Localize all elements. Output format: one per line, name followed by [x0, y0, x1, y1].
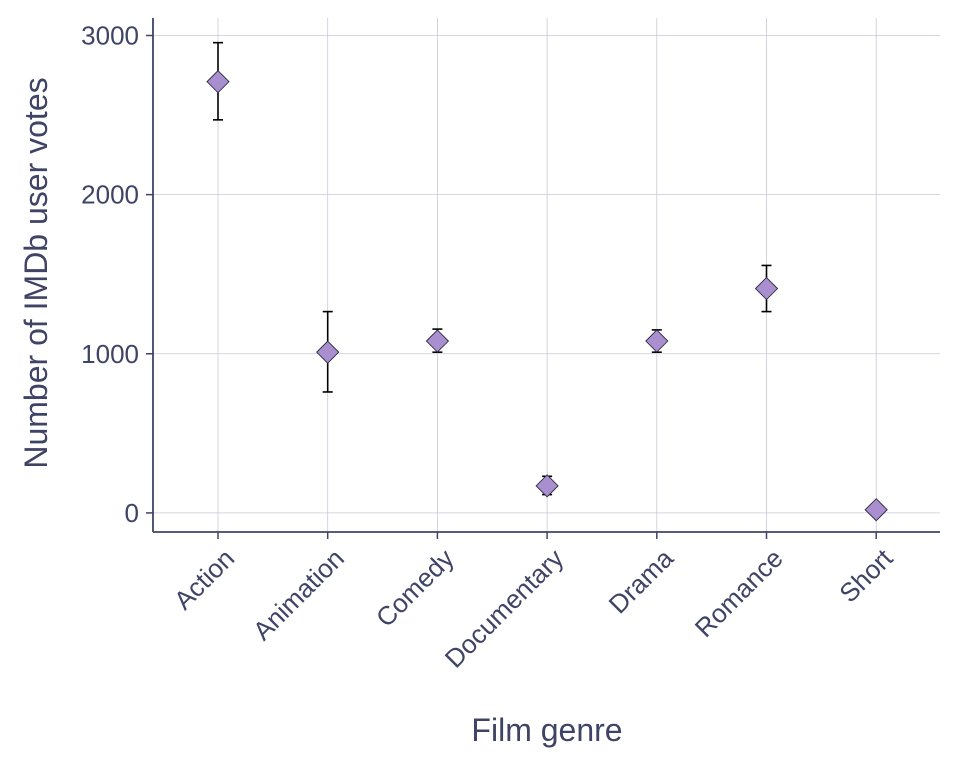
x-tick-label: Short	[833, 542, 899, 608]
x-tick-label: Documentary	[439, 543, 570, 674]
data-point-action	[206, 70, 230, 94]
y-tick-label: 1000	[81, 339, 139, 369]
axes	[146, 18, 940, 539]
data-point-comedy	[425, 329, 450, 353]
y-tick-label: 3000	[81, 21, 139, 51]
x-tick-label: Comedy	[370, 543, 460, 633]
data-point-animation	[316, 340, 340, 364]
x-tick-label: Animation	[247, 543, 350, 646]
data-point-drama	[645, 329, 669, 353]
y-tick-labels: 0 1000 2000 3000	[81, 21, 139, 528]
y-axis-title: Number of IMDb user votes	[18, 77, 54, 468]
x-tick-label: Drama	[603, 543, 680, 620]
data-point-documentary	[535, 474, 559, 498]
x-tick-label: Action	[168, 543, 240, 615]
data-points	[206, 70, 888, 522]
gridlines	[153, 18, 940, 532]
data-point-romance	[754, 276, 779, 301]
x-axis-title: Film genre	[471, 712, 622, 748]
data-point-short	[864, 498, 888, 522]
y-tick-label: 0	[125, 498, 139, 528]
y-tick-label: 2000	[81, 180, 139, 210]
x-tick-label: Romance	[689, 543, 789, 643]
